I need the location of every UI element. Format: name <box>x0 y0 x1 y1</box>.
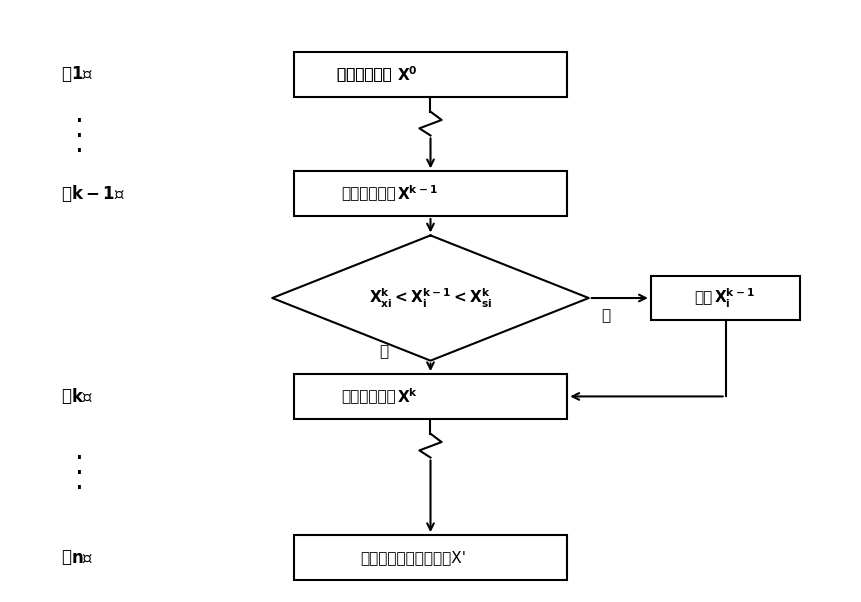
Text: ·: · <box>75 138 84 166</box>
Text: 输出时序数据: 输出时序数据 <box>342 186 396 201</box>
Text: 第: 第 <box>61 185 71 203</box>
Text: ·: · <box>75 445 84 473</box>
Text: 第: 第 <box>61 388 71 405</box>
Text: 删除粗差后的时序数据X': 删除粗差后的时序数据X' <box>361 550 467 565</box>
Text: $\mathbf{X^{k-1}}$: $\mathbf{X^{k-1}}$ <box>397 184 438 203</box>
Text: $\mathbf{X^0}$: $\mathbf{X^0}$ <box>397 65 418 84</box>
Text: 输出时序数据: 输出时序数据 <box>342 389 396 404</box>
Text: 删除: 删除 <box>695 291 713 306</box>
Text: 否: 否 <box>601 308 610 323</box>
Text: 原始时序数据: 原始时序数据 <box>337 67 396 82</box>
Text: $\mathbf{k}$层: $\mathbf{k}$层 <box>71 388 93 405</box>
Bar <box>294 374 567 419</box>
Text: ·: · <box>75 460 84 488</box>
Bar <box>294 535 567 580</box>
Text: $\mathbf{X^k}$: $\mathbf{X^k}$ <box>397 387 418 406</box>
Text: $\mathbf{X^{k-1}_{i}}$: $\mathbf{X^{k-1}_{i}}$ <box>714 287 754 309</box>
Text: ·: · <box>75 108 84 136</box>
Bar <box>651 276 801 320</box>
Text: 是: 是 <box>379 344 388 359</box>
Text: 原始时序数据: 原始时序数据 <box>337 67 396 82</box>
Bar <box>294 172 567 216</box>
Text: 第: 第 <box>61 66 71 83</box>
Text: $\mathbf{X^k_{xi}<X^{k-1}_{i}<X^k_{si}}$: $\mathbf{X^k_{xi}<X^{k-1}_{i}<X^k_{si}}$ <box>369 287 492 309</box>
Text: $\mathbf{n}$层: $\mathbf{n}$层 <box>71 548 94 566</box>
Bar <box>294 52 567 97</box>
Text: 第: 第 <box>61 548 71 566</box>
Text: ·: · <box>75 123 84 151</box>
Text: $\mathbf{1}$层: $\mathbf{1}$层 <box>71 66 94 83</box>
Text: $\mathbf{k-1}$层: $\mathbf{k-1}$层 <box>71 185 125 203</box>
Text: ·: · <box>75 475 84 503</box>
